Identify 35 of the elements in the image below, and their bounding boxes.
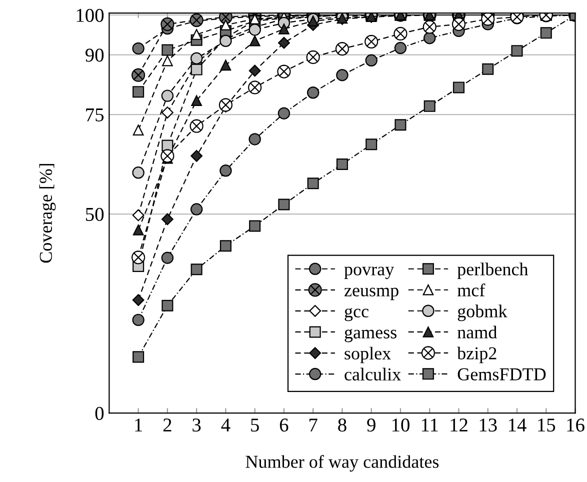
x-tick-label: 11 — [422, 418, 438, 432]
x-tick-label: 8 — [338, 418, 346, 432]
legend-label: povray — [344, 266, 394, 280]
x-tick-label: 1 — [135, 418, 142, 432]
x-tick-label: 7 — [310, 418, 318, 432]
legend-label: namd — [458, 326, 497, 338]
x-tick-label: 4 — [221, 418, 230, 432]
legend-label: soplex — [344, 346, 391, 364]
x-tick-label: 14 — [508, 418, 526, 432]
y-tick-label: 90 — [86, 48, 104, 62]
legend-label: perlbench — [457, 262, 528, 280]
x-tick-label: 5 — [251, 418, 259, 432]
legend-label: mcf — [457, 283, 486, 296]
x-tick-label: 9 — [367, 418, 376, 432]
y-tick-label: 75 — [86, 108, 104, 122]
legend-label: gamess — [344, 329, 396, 342]
y-axis-title: Coverage [%] — [39, 164, 56, 263]
x-tick-label: 10 — [392, 418, 410, 432]
legend-label: gcc — [344, 308, 368, 322]
legend-label: gobmk — [458, 304, 508, 322]
x-tick-label: 13 — [480, 418, 497, 432]
x-tick-label: 15 — [538, 418, 556, 432]
legend-label: calculix — [344, 368, 401, 381]
x-tick-label: 6 — [280, 418, 288, 432]
x-tick-label: 16 — [567, 418, 584, 432]
x-tick-label: 12 — [450, 418, 468, 432]
x-tick-label: 3 — [192, 418, 201, 432]
y-tick-label: 0 — [95, 406, 104, 420]
legend-label: zeusmp — [344, 288, 398, 300]
legend-label: bzip2 — [457, 346, 496, 364]
legend-label: GemsFDTD — [458, 368, 546, 380]
y-tick-label: 100 — [76, 8, 104, 22]
x-axis-title: Number of way candidates — [246, 455, 439, 472]
x-tick-label: 2 — [163, 418, 172, 432]
y-tick-label: 50 — [86, 208, 104, 221]
